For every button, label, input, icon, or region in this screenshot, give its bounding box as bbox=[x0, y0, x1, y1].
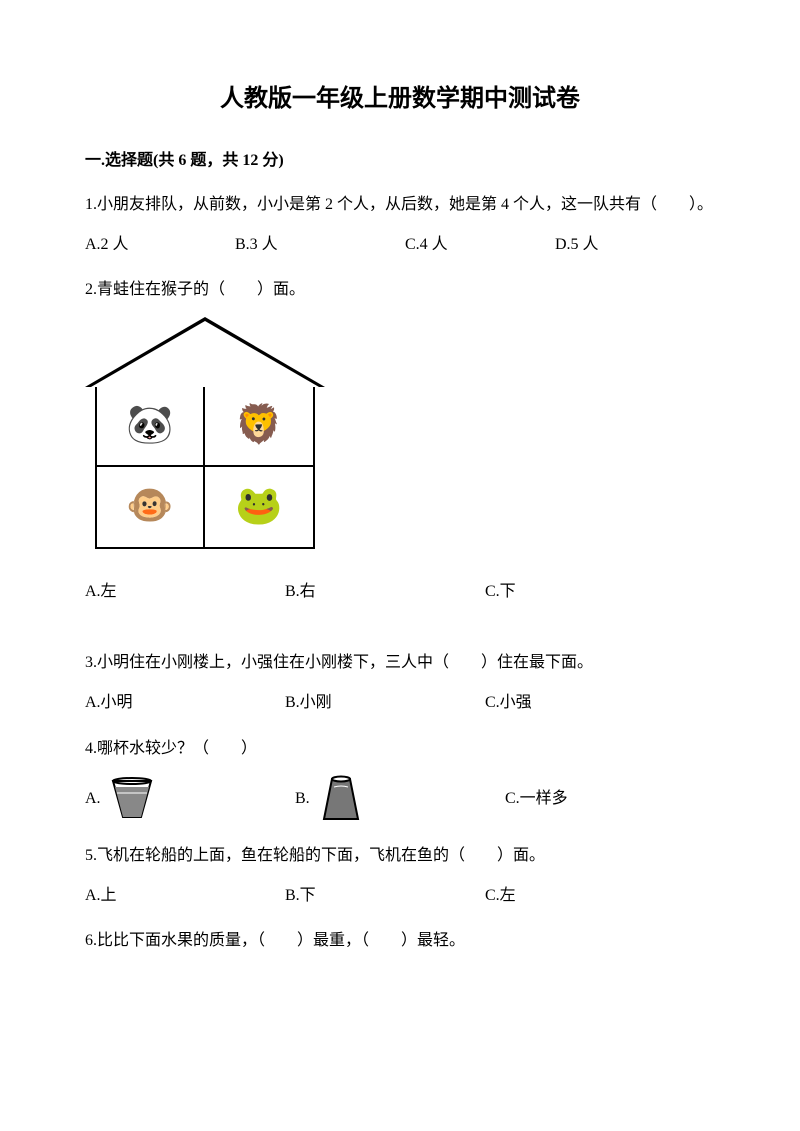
question-5: 5.飞机在轮船的上面，鱼在轮船的下面，飞机在鱼的（ ）面。 A.上 B.下 C.… bbox=[85, 843, 715, 908]
q5-text: 5.飞机在轮船的上面，鱼在轮船的下面，飞机在鱼的（ ）面。 bbox=[85, 843, 715, 869]
question-3: 3.小明住在小刚楼上，小强住在小刚楼下，三人中（ ）住在最下面。 A.小明 B.… bbox=[85, 650, 715, 715]
q4-c-label: C.一样多 bbox=[505, 786, 568, 812]
house-cell-bottom-right: 🐸 bbox=[205, 467, 313, 547]
q1-option-a: A.2 人 bbox=[85, 232, 235, 258]
q1-option-c: C.4 人 bbox=[405, 232, 555, 258]
q5-option-b: B.下 bbox=[285, 883, 485, 909]
q3-option-b: B.小刚 bbox=[285, 690, 485, 716]
q5-option-a: A.上 bbox=[85, 883, 285, 909]
q4-option-a: A. bbox=[85, 777, 295, 821]
q2-options: A.左 B.右 C.下 bbox=[85, 579, 715, 605]
question-2: 2.青蛙住在猴子的（ ）面。 🐼 🦁 🐵 🐸 A.左 B.右 C.下 bbox=[85, 277, 715, 604]
q1-option-b: B.3 人 bbox=[235, 232, 405, 258]
q1-options: A.2 人 B.3 人 C.4 人 D.5 人 bbox=[85, 232, 715, 258]
question-6: 6.比比下面水果的质量，（ ）最重，（ ）最轻。 bbox=[85, 928, 715, 954]
house-cell-top-right: 🦁 bbox=[205, 387, 313, 465]
q2-option-b: B.右 bbox=[285, 579, 485, 605]
cup-narrow-icon bbox=[318, 775, 364, 823]
house-body: 🐼 🦁 🐵 🐸 bbox=[95, 387, 315, 549]
q6-text: 6.比比下面水果的质量，（ ）最重，（ ）最轻。 bbox=[85, 928, 715, 954]
q3-option-a: A.小明 bbox=[85, 690, 285, 716]
q4-option-b: B. bbox=[295, 775, 505, 823]
q2-option-c: C.下 bbox=[485, 579, 655, 605]
q3-option-c: C.小强 bbox=[485, 690, 655, 716]
question-1: 1.小朋友排队，从前数，小小是第 2 个人，从后数，她是第 4 个人，这一队共有… bbox=[85, 192, 715, 257]
q3-text: 3.小明住在小刚楼上，小强住在小刚楼下，三人中（ ）住在最下面。 bbox=[85, 650, 715, 676]
q5-options: A.上 B.下 C.左 bbox=[85, 883, 715, 909]
q4-options: A. B. C.一样多 bbox=[85, 775, 715, 823]
q2-text: 2.青蛙住在猴子的（ ）面。 bbox=[85, 277, 715, 303]
q4-text: 4.哪杯水较少？（ ） bbox=[85, 736, 715, 762]
house-diagram: 🐼 🦁 🐵 🐸 bbox=[85, 317, 715, 549]
q1-text: 1.小朋友排队，从前数，小小是第 2 个人，从后数，她是第 4 个人，这一队共有… bbox=[85, 192, 715, 218]
q4-option-c: C.一样多 bbox=[505, 786, 568, 812]
q2-option-a: A.左 bbox=[85, 579, 285, 605]
page-title: 人教版一年级上册数学期中测试卷 bbox=[85, 80, 715, 118]
section-header: 一.选择题(共 6 题，共 12 分) bbox=[85, 148, 715, 174]
question-4: 4.哪杯水较少？（ ） A. B. bbox=[85, 736, 715, 824]
q3-options: A.小明 B.小刚 C.小强 bbox=[85, 690, 715, 716]
cup-wide-icon bbox=[109, 777, 155, 821]
house-cell-top-left: 🐼 bbox=[97, 387, 205, 465]
house-cell-bottom-left: 🐵 bbox=[97, 467, 205, 547]
q1-option-d: D.5 人 bbox=[555, 232, 675, 258]
q4-b-label: B. bbox=[295, 786, 310, 812]
q4-a-label: A. bbox=[85, 786, 101, 812]
house-roof bbox=[85, 317, 325, 387]
q5-option-c: C.左 bbox=[485, 883, 655, 909]
